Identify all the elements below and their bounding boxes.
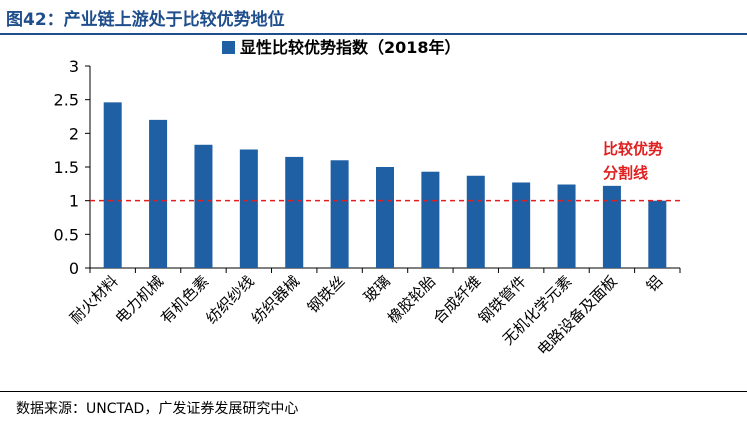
source-note: 数据来源：UNCTAD，广发证券发展研究中心: [16, 401, 299, 417]
x-tick-label: 合成纤维: [429, 272, 484, 327]
x-tick-label: 橡胶轮胎: [384, 272, 439, 327]
bar: [239, 149, 258, 268]
bar: [648, 200, 667, 268]
bar: [376, 167, 394, 268]
figure-header: 图42：产业链上游处于比较优势地位: [0, 0, 747, 35]
bar: [421, 171, 440, 268]
source-divider: [0, 391, 747, 392]
x-tick-label: 玻璃: [360, 272, 394, 306]
x-tick-label: 纺织纱线: [203, 272, 258, 327]
bar: [149, 119, 168, 268]
x-tick-label: 电路设备及面板: [534, 272, 621, 359]
x-tick-label: 耐火材料: [66, 272, 121, 327]
bar: [512, 182, 531, 268]
chart-legend: 显性比较优势指数（2018年）: [222, 38, 461, 57]
x-tick-label: 纺织器械: [248, 272, 303, 327]
x-tick-label: 电力机械: [112, 272, 167, 327]
reference-label-line1: 比较优势: [603, 140, 663, 158]
y-tick-label: 0.5: [54, 225, 79, 244]
figure-title: 图42：产业链上游处于比较优势地位: [6, 10, 285, 30]
y-tick-label: 1.5: [54, 158, 79, 177]
bar: [602, 185, 621, 268]
y-tick-label: 1: [69, 192, 79, 211]
bar: [285, 156, 304, 268]
y-tick-label: 2: [69, 124, 79, 143]
bar: [557, 184, 576, 268]
chart-bars: [103, 102, 667, 268]
reference-label-line2: 分割线: [603, 164, 648, 182]
bar: [330, 160, 349, 268]
y-tick-label: 0: [69, 259, 79, 278]
legend-label: 显性比较优势指数（2018年）: [240, 38, 461, 57]
chart-axes: 0 0.5 1 1.5 2 2.5 3: [54, 57, 681, 278]
x-tick-label: 钢铁丝: [304, 272, 349, 317]
x-tick-label: 有机色素: [157, 272, 212, 327]
bar: [103, 102, 122, 268]
y-tick-label: 2.5: [54, 91, 79, 110]
x-tick-label: 铝: [643, 272, 666, 295]
legend-swatch: [222, 41, 235, 54]
bar: [194, 144, 213, 268]
bar: [466, 175, 485, 268]
y-tick-label: 3: [69, 57, 79, 76]
